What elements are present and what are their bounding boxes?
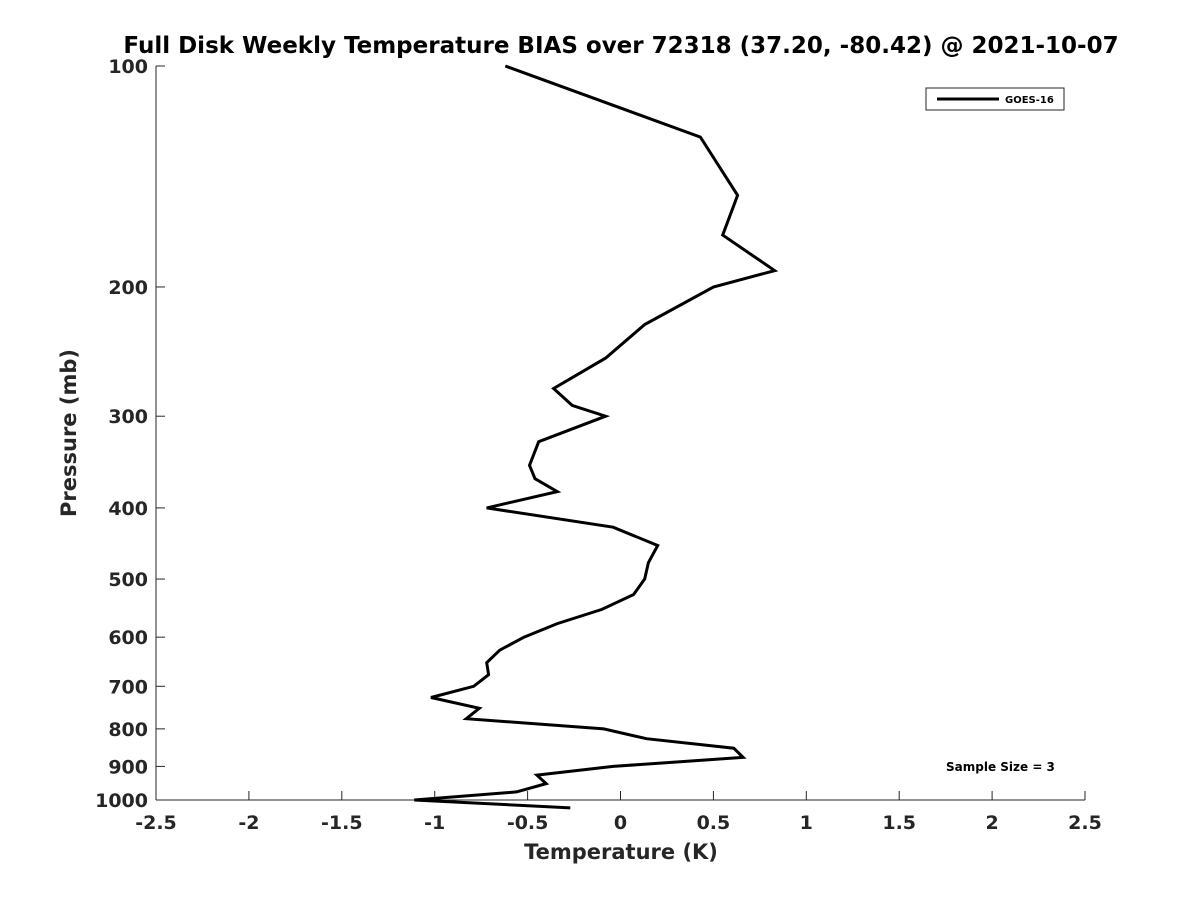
y-tick-label: 200 <box>108 277 148 299</box>
y-tick-label: 100 <box>108 56 148 78</box>
chart-title: Full Disk Weekly Temperature BIAS over 7… <box>123 33 1118 59</box>
y-tick-label: 900 <box>108 756 148 778</box>
y-tick-label: 400 <box>108 498 148 520</box>
x-tick-label: -2.5 <box>135 812 177 834</box>
x-tick-label: -2 <box>238 812 259 834</box>
x-tick-label: 0 <box>614 812 627 834</box>
x-tick-label: -0.5 <box>507 812 549 834</box>
x-axis-label: Temperature (K) <box>524 840 718 864</box>
y-axis-label: Pressure (mb) <box>57 349 81 517</box>
legend: GOES-16 <box>925 87 1065 111</box>
sample-size-note: Sample Size = 3 <box>946 760 1055 774</box>
x-tick-label: 0.5 <box>697 812 731 834</box>
y-tick-label: 300 <box>108 406 148 428</box>
y-tick-label: 500 <box>108 569 148 591</box>
x-tick-label: 1.5 <box>882 812 916 834</box>
y-tick-label: 800 <box>108 719 148 741</box>
x-axis-ticks: -2.5 -2 -1.5 -1 -0.5 0 0.5 1 1.5 2 2.5 <box>135 791 1102 834</box>
y-tick-label: 1000 <box>95 790 148 812</box>
legend-label-goes-16: GOES-16 <box>1005 95 1054 106</box>
y-tick-label: 700 <box>108 676 148 698</box>
x-tick-label: -1 <box>424 812 445 834</box>
x-tick-label: 1 <box>800 812 813 834</box>
x-tick-label: 2.5 <box>1068 812 1102 834</box>
y-axis-ticks: 100 200 300 400 500 600 700 800 900 1000 <box>95 56 165 812</box>
x-tick-label: 2 <box>985 812 998 834</box>
series-group <box>414 64 779 810</box>
series-line-goes-16 <box>414 64 779 810</box>
y-tick-label: 600 <box>108 627 148 649</box>
x-tick-label: -1.5 <box>321 812 363 834</box>
